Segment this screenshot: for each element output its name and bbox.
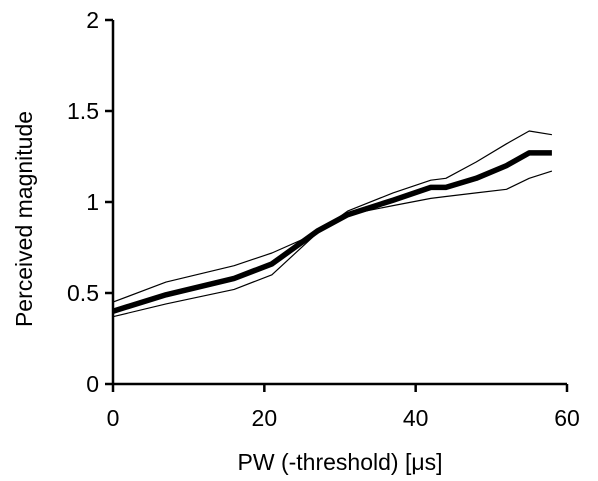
series-line-mean [112, 150, 552, 314]
x-tick-label: 0 [107, 405, 120, 431]
x-axis-title: PW (-threshold) [μs] [238, 449, 443, 475]
series-line-lower-bound [112, 170, 553, 318]
tick-labels: 00.511.520 20 40 60 [67, 7, 580, 431]
series-line-upper-bound [112, 130, 552, 303]
y-tick-label: 0 [86, 371, 99, 397]
plot-lines [112, 130, 553, 318]
y-tick-label: 1 [86, 189, 99, 215]
x-tick-label: 60 [554, 405, 580, 431]
y-tick-label: 0.5 [67, 280, 99, 306]
x-tick-label: 20 [252, 405, 278, 431]
axes [105, 18, 569, 392]
y-axis-title: Perceived magnitude [11, 111, 37, 327]
y-tick-label: 2 [86, 7, 99, 33]
x-tick-label: 40 [403, 405, 429, 431]
y-tick-label: 1.5 [67, 98, 99, 124]
